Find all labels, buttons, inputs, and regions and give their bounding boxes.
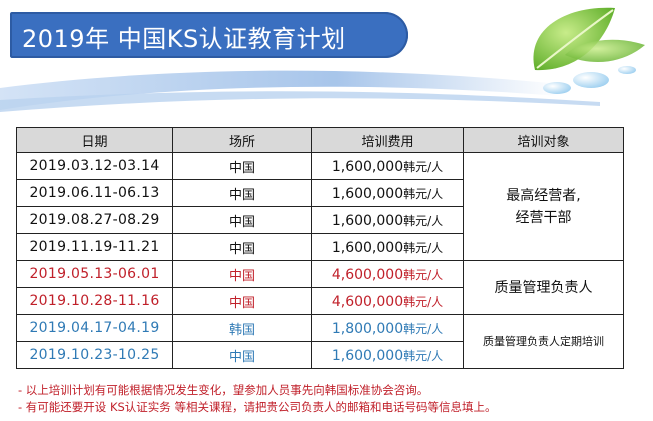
fee-unit: 韩元/人: [403, 186, 444, 201]
note-line: - 有可能还要开设 KS认证实务 等相关课程，请把贵公司负责人的邮箱和电话号码等…: [18, 400, 497, 414]
header-target: 培训对象: [463, 127, 624, 153]
fee-amount: 1,800,000: [331, 320, 404, 337]
row-location: 中国: [172, 233, 312, 261]
fee-unit: 韩元/人: [403, 267, 444, 282]
row-fee: 4,600,000韩元/人: [311, 287, 464, 315]
fee-amount: 4,600,000: [331, 293, 404, 310]
fee-unit: 韩元/人: [403, 159, 444, 174]
fee-unit: 韩元/人: [403, 321, 444, 336]
target-line: 经营干部: [515, 209, 572, 226]
fee-amount: 1,600,000: [331, 158, 404, 175]
row-fee: 1,600,000韩元/人: [311, 206, 464, 234]
fee-amount: 1,600,000: [331, 212, 404, 229]
row-location: 韩国: [172, 314, 312, 342]
fee-unit: 韩元/人: [403, 240, 444, 255]
row-date: 2019.10.23-10.25: [16, 341, 173, 369]
note-line: - 以上培训计划有可能根据情况发生变化，望参加人员事先向韩国标准协会咨询。: [18, 383, 429, 397]
table-row: 2019.04.17-04.19 韩国 1,800,000韩元/人 质量管理负责…: [16, 314, 624, 369]
row-fee: 1,600,000韩元/人: [311, 179, 464, 207]
table-row: 2019.03.12-03.14 中国 1,600,000韩元/人 最高经营者,…: [16, 152, 624, 261]
title-tab: [10, 12, 408, 58]
fee-unit: 韩元/人: [403, 213, 444, 228]
target-quality-manager: 质量管理负责人: [463, 260, 624, 315]
fee-amount: 1,600,000: [331, 347, 404, 364]
fee-amount: 4,600,000: [331, 266, 404, 283]
table-header-row: 日期 场所 培训费用 培训对象: [16, 127, 624, 153]
row-location: 中国: [172, 206, 312, 234]
header-banner: 2019年 中国KS认证教育计划: [0, 0, 653, 118]
row-location: 中国: [172, 341, 312, 369]
row-date: 2019.10.28-11.16: [16, 287, 173, 315]
row-fee: 1,600,000韩元/人: [311, 233, 464, 261]
fee-unit: 韩元/人: [403, 348, 444, 363]
header-date: 日期: [16, 127, 173, 153]
row-location: 中国: [172, 179, 312, 207]
footer-notes: - 以上培训计划有可能根据情况发生变化，望参加人员事先向韩国标准协会咨询。 - …: [18, 382, 496, 416]
target-line: 最高经营者,: [506, 187, 581, 204]
fee-amount: 1,600,000: [331, 239, 404, 256]
row-fee: 1,600,000韩元/人: [311, 341, 464, 369]
header-location: 场所: [172, 127, 312, 153]
header-fee: 培训费用: [311, 127, 464, 153]
target-quality-manager-periodic: 质量管理负责人定期培训: [463, 314, 624, 369]
row-location: 中国: [172, 287, 312, 315]
row-date: 2019.06.11-06.13: [16, 179, 173, 207]
blue-swoosh-decoration: [0, 70, 600, 112]
green-leaf-icon: [533, 7, 645, 94]
fee-unit: 韩元/人: [403, 294, 444, 309]
table-row: 2019.10.23-10.25 中国 1,600,000韩元/人: [16, 341, 624, 369]
schedule-table: 日期 场所 培训费用 培训对象 2019.03.12-03.14 中国 1,60…: [16, 127, 624, 369]
row-date: 2019.11.19-11.21: [16, 233, 173, 261]
row-location: 中国: [172, 260, 312, 288]
row-date: 2019.08.27-08.29: [16, 206, 173, 234]
row-date: 2019.04.17-04.19: [16, 314, 173, 342]
row-fee: 1,800,000韩元/人: [311, 314, 464, 342]
fee-amount: 1,600,000: [331, 185, 404, 202]
row-date: 2019.03.12-03.14: [16, 152, 173, 180]
page-title: 2019年 中国KS认证教育计划: [22, 25, 346, 53]
table-row: 2019.08.27-08.29 中国 1,600,000韩元/人: [16, 206, 624, 234]
row-location: 中国: [172, 152, 312, 180]
row-date: 2019.05.13-06.01: [16, 260, 173, 288]
row-fee: 1,600,000韩元/人: [311, 152, 464, 180]
row-fee: 4,600,000韩元/人: [311, 260, 464, 288]
target-executives: 最高经营者, 经营干部: [463, 152, 624, 261]
table-row: 2019.05.13-06.01 中国 4,600,000韩元/人 质量管理负责…: [16, 260, 624, 315]
